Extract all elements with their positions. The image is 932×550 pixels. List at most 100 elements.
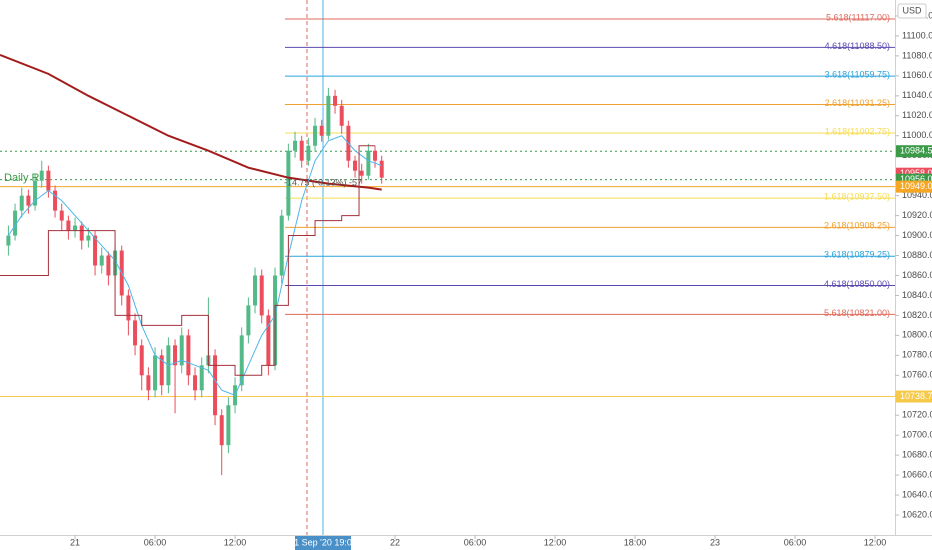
y-tick-label: 10800.00 <box>902 330 932 340</box>
candle-body <box>246 305 251 336</box>
study-label: Daily R <box>4 172 40 184</box>
y-tick-label: 10900.00 <box>902 230 932 240</box>
x-tick-label: 06:00 <box>144 537 167 547</box>
candle-body <box>19 195 24 211</box>
x-tick-label: 06:00 <box>784 537 807 547</box>
candle-body <box>319 125 324 136</box>
fib-label: 1.618(10937.50) <box>824 192 890 202</box>
x-tick-label: 06:00 <box>464 537 487 547</box>
candle-body <box>353 160 358 171</box>
candle-body <box>259 275 264 316</box>
y-tick-label: 11000.00 <box>902 130 932 140</box>
x-tick-label: 18:00 <box>624 537 647 547</box>
candle-body <box>73 225 78 231</box>
y-tick-label: 10660.00 <box>902 469 932 479</box>
fib-label: 5.618(10821.00) <box>824 308 890 318</box>
candle-body <box>313 125 318 146</box>
y-tick-label: 10680.00 <box>902 450 932 460</box>
crosshair-label: 21 Sep '20 19:00 <box>289 537 357 547</box>
candle-body <box>186 335 191 376</box>
y-tick-label: 10840.00 <box>902 290 932 300</box>
x-tick-label: 12:00 <box>544 537 567 547</box>
y-tick-label: 10820.00 <box>902 310 932 320</box>
crosshair-box <box>295 536 351 550</box>
candle-body <box>239 335 244 386</box>
candle-body <box>146 375 151 391</box>
candle-body <box>126 295 131 321</box>
candle-body <box>153 355 158 391</box>
candle-body <box>333 95 338 106</box>
measure-label: -14.75 (-0.13%) -57 <box>284 177 362 187</box>
indicator-line <box>0 145 376 376</box>
candle-body <box>326 95 331 136</box>
y-tick-label: 11100.00 <box>902 30 932 40</box>
candle-body <box>53 190 58 211</box>
x-tick-label: 23 <box>710 537 720 547</box>
y-tick-label: 10780.00 <box>902 350 932 360</box>
x-tick-label: 21 <box>70 537 80 547</box>
fib-label: 1.618(11002.75) <box>825 126 890 136</box>
fib-label: 2.618(11031.25) <box>825 98 890 108</box>
candle-body <box>106 255 111 276</box>
x-tick-label: 22 <box>390 537 400 547</box>
fib-label: 4.618(10850.00) <box>824 279 890 289</box>
x-tick-label: 12:00 <box>864 537 887 547</box>
y-tick-label: 10760.00 <box>902 370 932 380</box>
currency: USD <box>902 5 922 15</box>
candle-body <box>173 345 178 366</box>
candle-body <box>79 225 84 241</box>
candle-body <box>66 220 71 231</box>
candle-body <box>286 150 291 216</box>
y-tick-label: 11040.00 <box>902 90 932 100</box>
price-tag <box>896 180 932 193</box>
x-tick-label: 12:00 <box>224 537 247 547</box>
fib-label: 3.618(10879.25) <box>824 250 890 260</box>
fib-label: 5.618(11117.00) <box>826 12 890 22</box>
candle-body <box>199 365 204 391</box>
candle-body <box>226 405 231 446</box>
candle-body <box>93 235 98 266</box>
y-tick-label: 10940.00 <box>902 190 932 200</box>
y-tick-label: 10620.00 <box>902 509 932 519</box>
candle-body <box>379 160 384 178</box>
candle-body <box>139 345 144 376</box>
indicator-line <box>7 135 382 396</box>
price-tag-label: 10949.00 <box>900 181 932 191</box>
price-tag <box>896 390 932 403</box>
y-tick-label: 10880.00 <box>902 250 932 260</box>
y-tick-label: 11020.00 <box>902 110 932 120</box>
y-tick-label: 11080.00 <box>902 50 932 60</box>
candle-body <box>293 140 298 151</box>
candle-body <box>279 215 284 276</box>
candle-body <box>299 140 304 161</box>
price-tag <box>896 145 932 158</box>
indicator-line <box>0 53 382 191</box>
candle-body <box>33 180 38 206</box>
candle-body <box>219 415 224 446</box>
fib-label: 2.618(10908.25) <box>824 221 890 231</box>
candle-body <box>339 105 344 126</box>
price-tag-label: 10738.75 <box>900 391 932 401</box>
price-tag-label: 10958.00 <box>900 168 932 178</box>
candle-body <box>6 235 11 246</box>
candle-body <box>133 320 138 346</box>
price-tag-label: 10984.50 <box>900 146 932 156</box>
candle-body <box>13 210 18 236</box>
price-tag-label: 10956.00 <box>900 174 932 184</box>
y-tick-label: 10720.00 <box>902 410 932 420</box>
candle-body <box>39 170 44 181</box>
y-tick-label: 10920.00 <box>902 210 932 220</box>
candle-body <box>193 375 198 391</box>
y-tick-label: 10700.00 <box>902 430 932 440</box>
candle-body <box>59 210 64 221</box>
fib-label: 3.618(11059.75) <box>825 69 890 79</box>
candle-body <box>366 150 371 176</box>
candle-body <box>266 315 271 366</box>
candle-body <box>46 170 51 191</box>
candle-body <box>253 275 258 306</box>
candle-body <box>26 195 31 206</box>
candle-body <box>373 150 378 161</box>
